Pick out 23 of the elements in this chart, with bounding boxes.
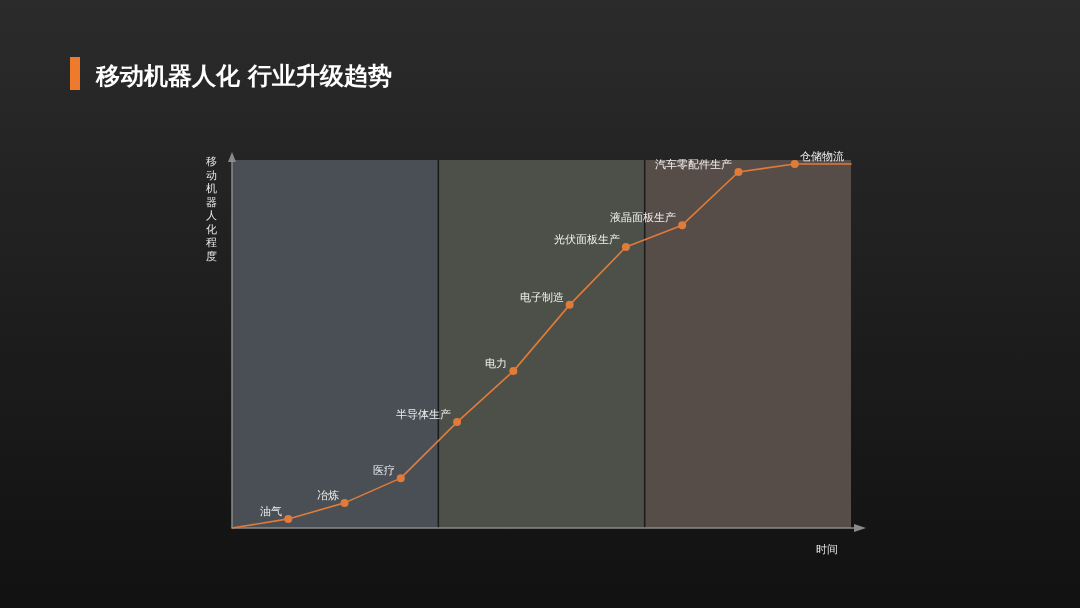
annotation: 汽车零配件生产: [655, 158, 733, 172]
point: [621, 242, 630, 251]
point: [396, 474, 405, 483]
point: [790, 160, 799, 168]
point: [734, 168, 743, 177]
annotation: 液晶面板生产: [610, 211, 677, 225]
point: [509, 367, 518, 376]
annotation: 油气: [260, 504, 283, 518]
point: [678, 221, 687, 230]
text: 仓储物流: [799, 150, 844, 163]
point: [565, 300, 574, 309]
annotation: 半导体生产: [396, 408, 452, 422]
annotation: 光伏面板生产: [553, 232, 620, 246]
chart-title: 移动机器人化 行业升级趋势: [95, 62, 393, 90]
annotation: 医疗: [372, 464, 395, 478]
x-axis-title: 时间: [816, 543, 838, 556]
annotation: 冶炼: [316, 488, 339, 502]
point: [340, 498, 349, 507]
annotation: 电力: [485, 357, 508, 371]
point: [453, 418, 462, 427]
y-axis-title: 移动机器人化程度: [205, 155, 217, 263]
point: [284, 514, 293, 523]
annotation: 电子制造: [519, 290, 564, 304]
